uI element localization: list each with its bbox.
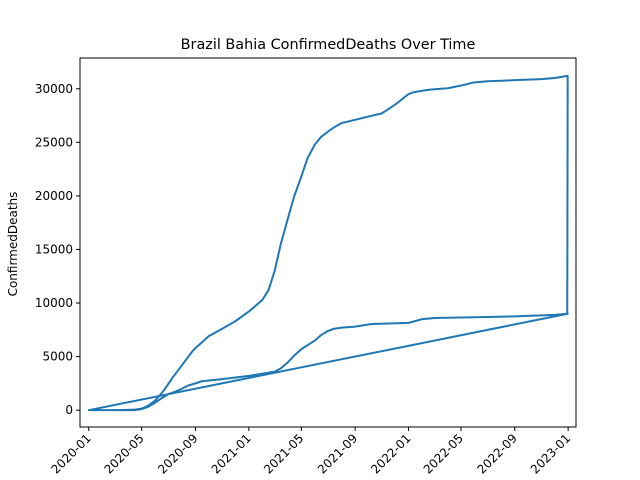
y-tick-label: 25000	[35, 135, 73, 149]
y-tick-label: 10000	[35, 296, 73, 310]
y-axis: 0 5000 10000 15000 20000 25000 30000	[35, 82, 80, 417]
chart-title: Brazil Bahia ConfirmedDeaths Over Time	[181, 37, 476, 53]
plot-frame	[79, 57, 577, 428]
y-tick-label: 0	[65, 403, 73, 417]
y-tick-label: 15000	[35, 242, 73, 256]
series-line-0	[87, 74, 569, 412]
y-tick-label: 30000	[35, 82, 73, 96]
y-axis-title: ConfirmedDeaths	[6, 192, 20, 297]
y-tick-label: 5000	[42, 350, 73, 364]
plot-area	[87, 74, 569, 412]
y-tick-label: 20000	[35, 189, 73, 203]
